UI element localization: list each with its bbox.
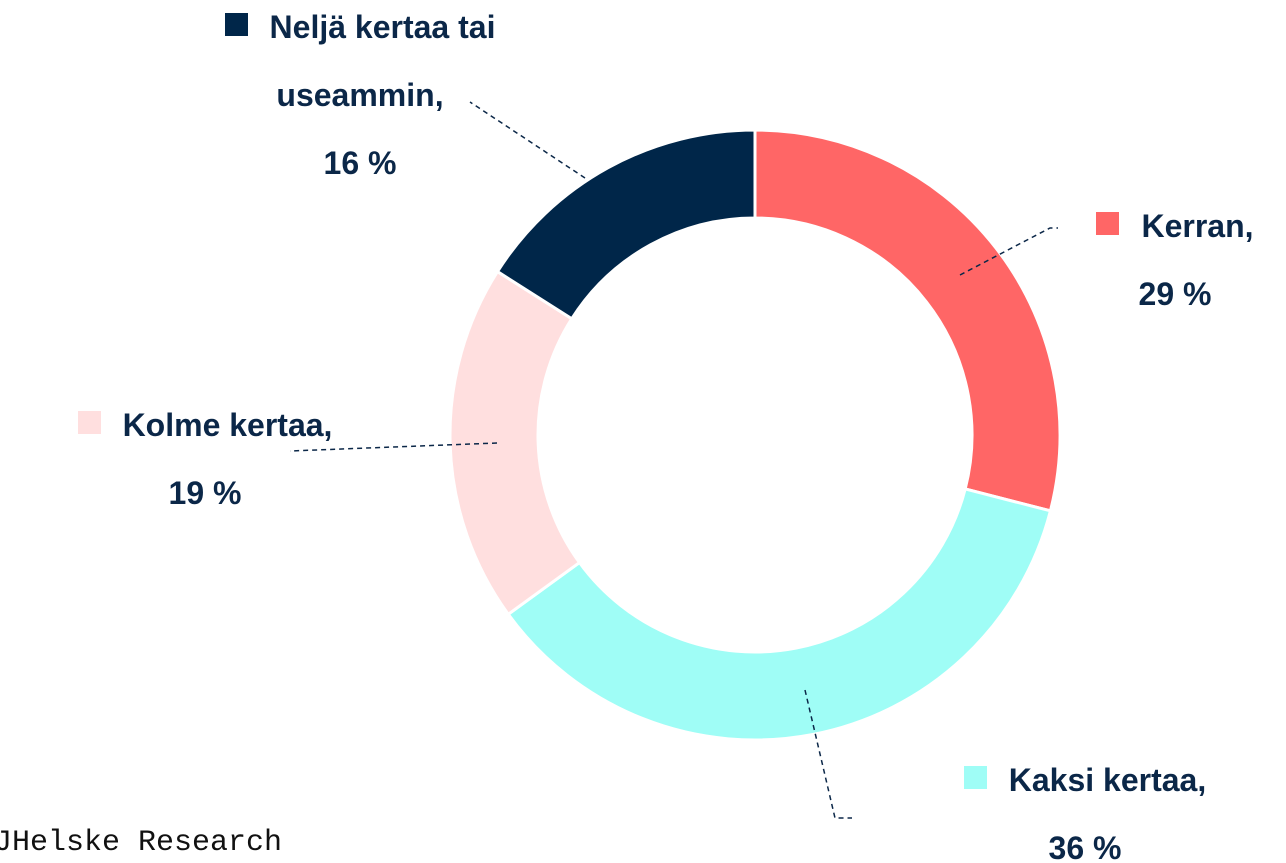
category-label: Kerran, <box>1141 208 1254 244</box>
legend-swatch <box>963 766 987 789</box>
donut-slice <box>448 269 582 617</box>
legend-swatch <box>77 411 101 434</box>
value-label: 36 % <box>1048 830 1122 863</box>
donut-slice <box>506 487 1053 742</box>
data-label: Kaksi kertaa, 36 % <box>850 746 1286 863</box>
label-name-line: Kerran, <box>1060 192 1286 260</box>
category-label: Kaksi kertaa, <box>1008 762 1207 798</box>
leader-line <box>469 101 586 179</box>
donut-slice <box>753 128 1062 513</box>
category-label: Kolme kertaa, <box>122 407 333 443</box>
data-label: Neljä kertaa tai useammin, 16 % <box>160 0 560 197</box>
data-label: Kerran, 29 % <box>1060 192 1286 328</box>
data-label: Kolme kertaa, 19 % <box>0 391 410 527</box>
legend-swatch <box>1096 212 1120 235</box>
label-name-line: Kaksi kertaa, <box>850 746 1286 814</box>
value-label: 16 % <box>323 145 397 181</box>
value-label: 29 % <box>1138 276 1212 312</box>
category-label: Neljä kertaa tai useammin, <box>269 9 496 113</box>
source: JHelske Research <box>0 826 283 860</box>
donut-slice <box>495 128 757 321</box>
value-label: 19 % <box>168 475 242 511</box>
legend-swatch <box>224 13 248 36</box>
label-name-line: Kolme kertaa, <box>0 391 410 459</box>
label-name-line: Neljä kertaa tai useammin, <box>160 0 560 129</box>
leader-line <box>289 442 498 452</box>
leader-line <box>959 227 1058 276</box>
